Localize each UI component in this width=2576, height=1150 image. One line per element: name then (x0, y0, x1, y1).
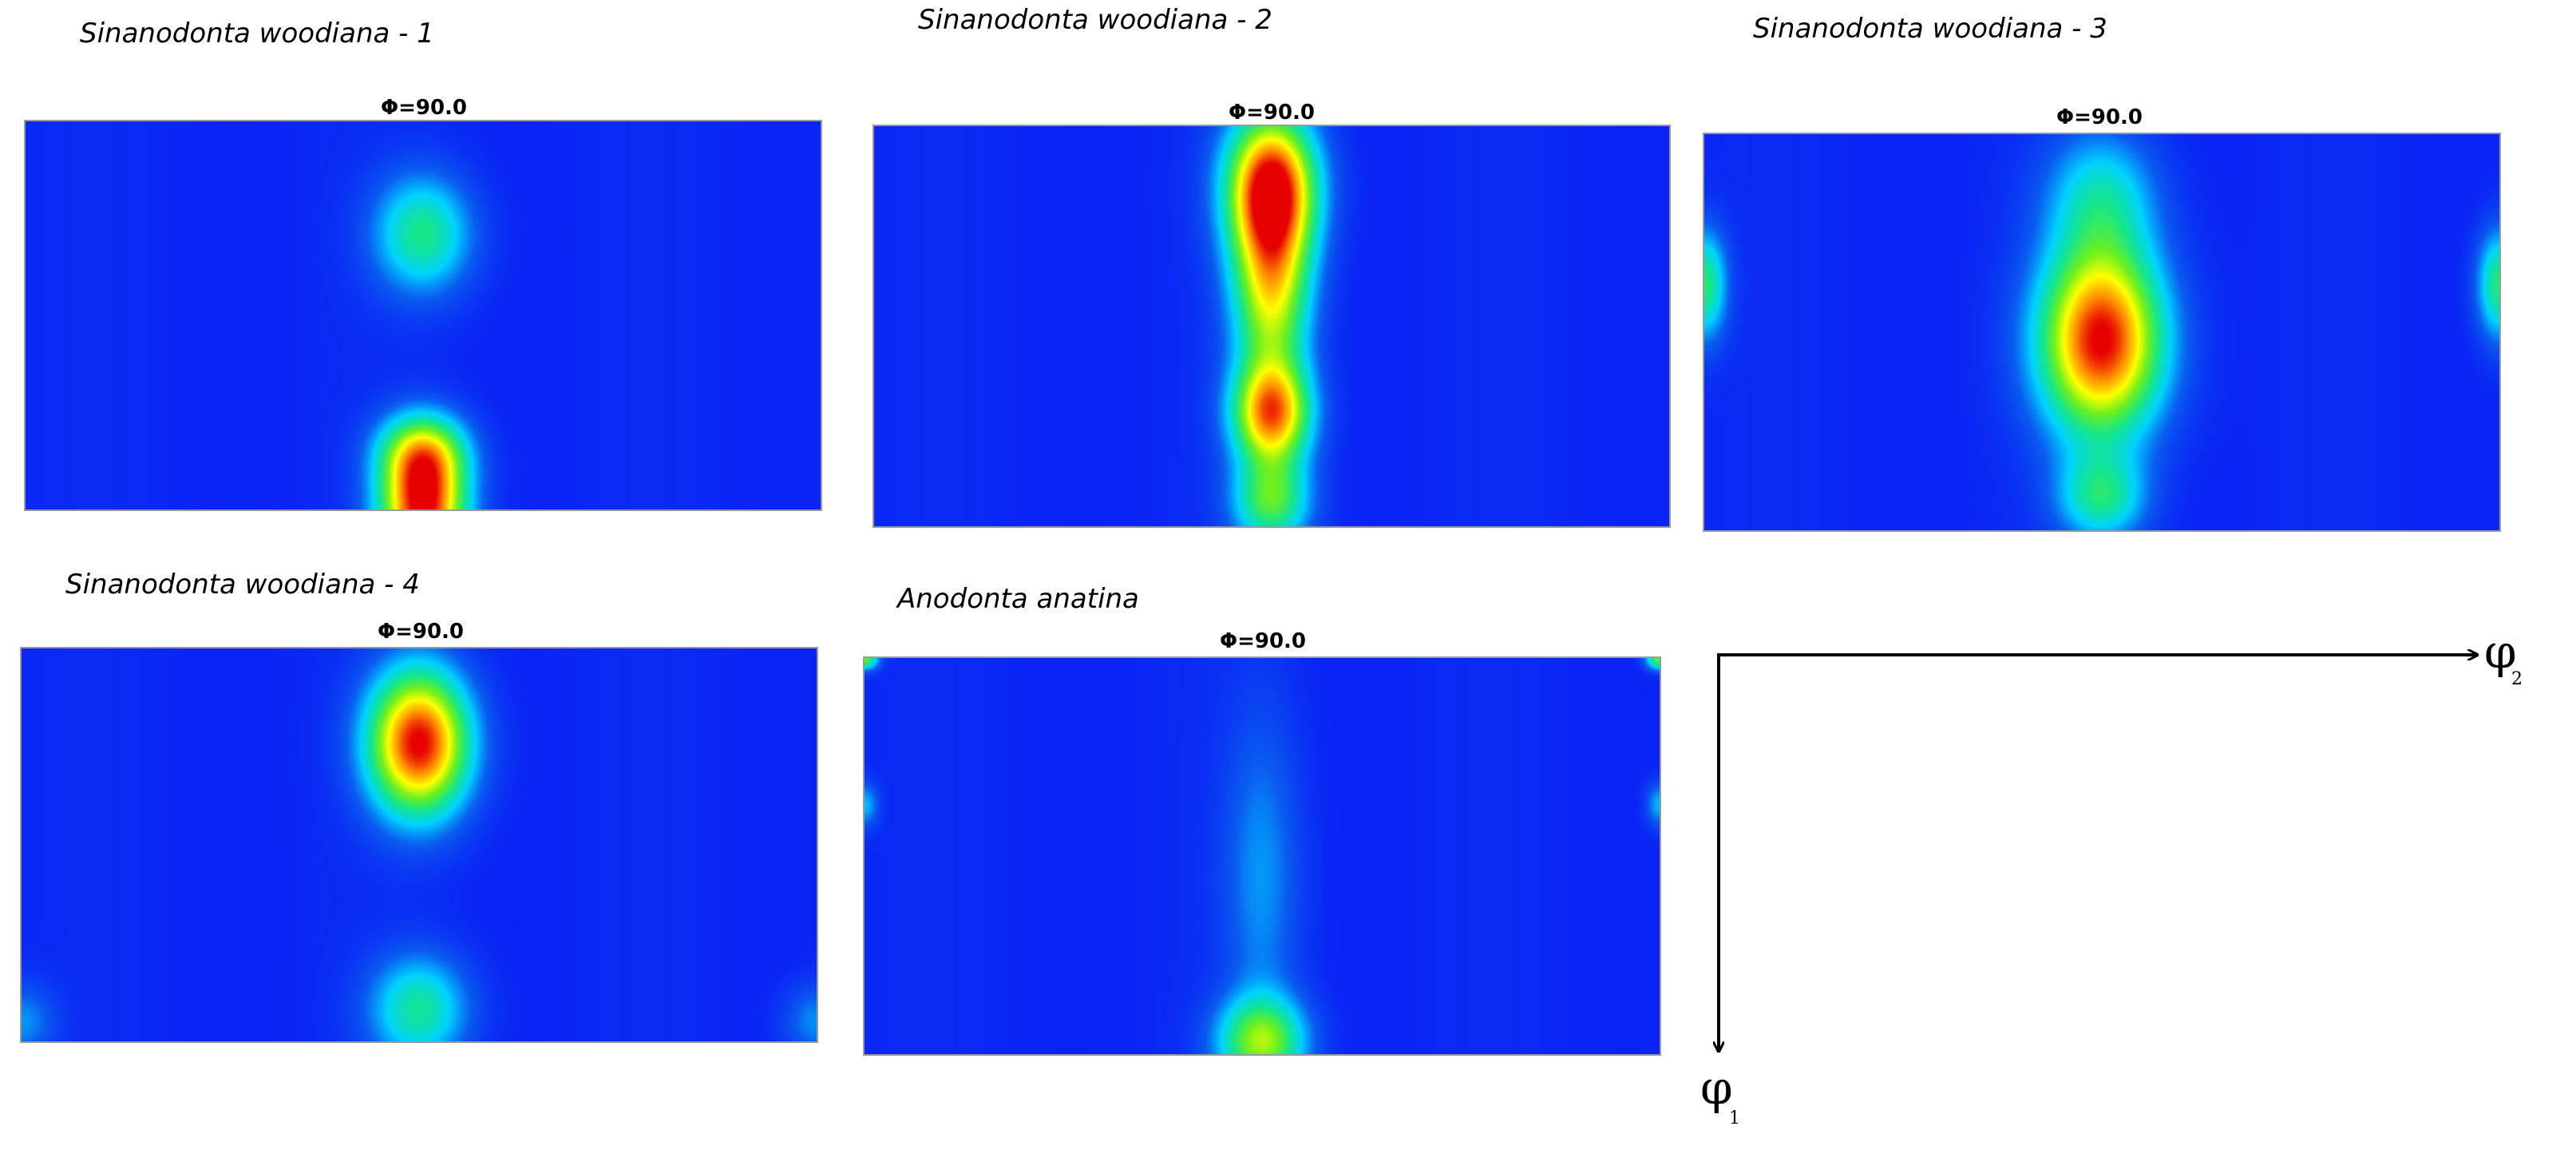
sample-title: Sinanodonta woodiana - 1 (80, 18, 434, 50)
section-label: Φ=90.0 (1228, 101, 1316, 125)
sample-title: Sinanodonta woodiana - 3 (1753, 13, 2107, 45)
sample-title: Anodonta anatina (897, 583, 1139, 615)
section-label: Φ=90.0 (2056, 105, 2143, 129)
section-label: Φ=90.0 (1219, 629, 1307, 653)
phi2-axis-symbol: φ (2484, 625, 2517, 679)
odf-heatmap (863, 656, 1661, 1056)
sample-title: Sinanodonta woodiana - 4 (65, 569, 420, 601)
section-label: Φ=90.0 (380, 96, 468, 120)
odf-heatmap (873, 125, 1671, 528)
phi2-axis-subscript: 2 (2511, 669, 2523, 689)
sample-title: Sinanodonta woodiana - 2 (918, 4, 1272, 36)
odf-heatmap (20, 647, 818, 1043)
phi1-axis-symbol: φ (1700, 1061, 1733, 1115)
odf-heatmap (24, 120, 822, 511)
odf-heatmap (1703, 133, 2501, 532)
section-label: Φ=90.0 (377, 620, 465, 644)
phi1-axis-subscript: 1 (1729, 1108, 1740, 1128)
